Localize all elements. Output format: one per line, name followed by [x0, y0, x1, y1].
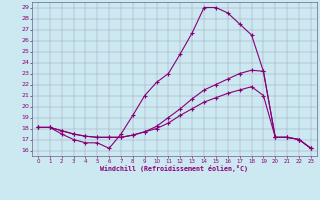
- X-axis label: Windchill (Refroidissement éolien,°C): Windchill (Refroidissement éolien,°C): [100, 165, 248, 172]
